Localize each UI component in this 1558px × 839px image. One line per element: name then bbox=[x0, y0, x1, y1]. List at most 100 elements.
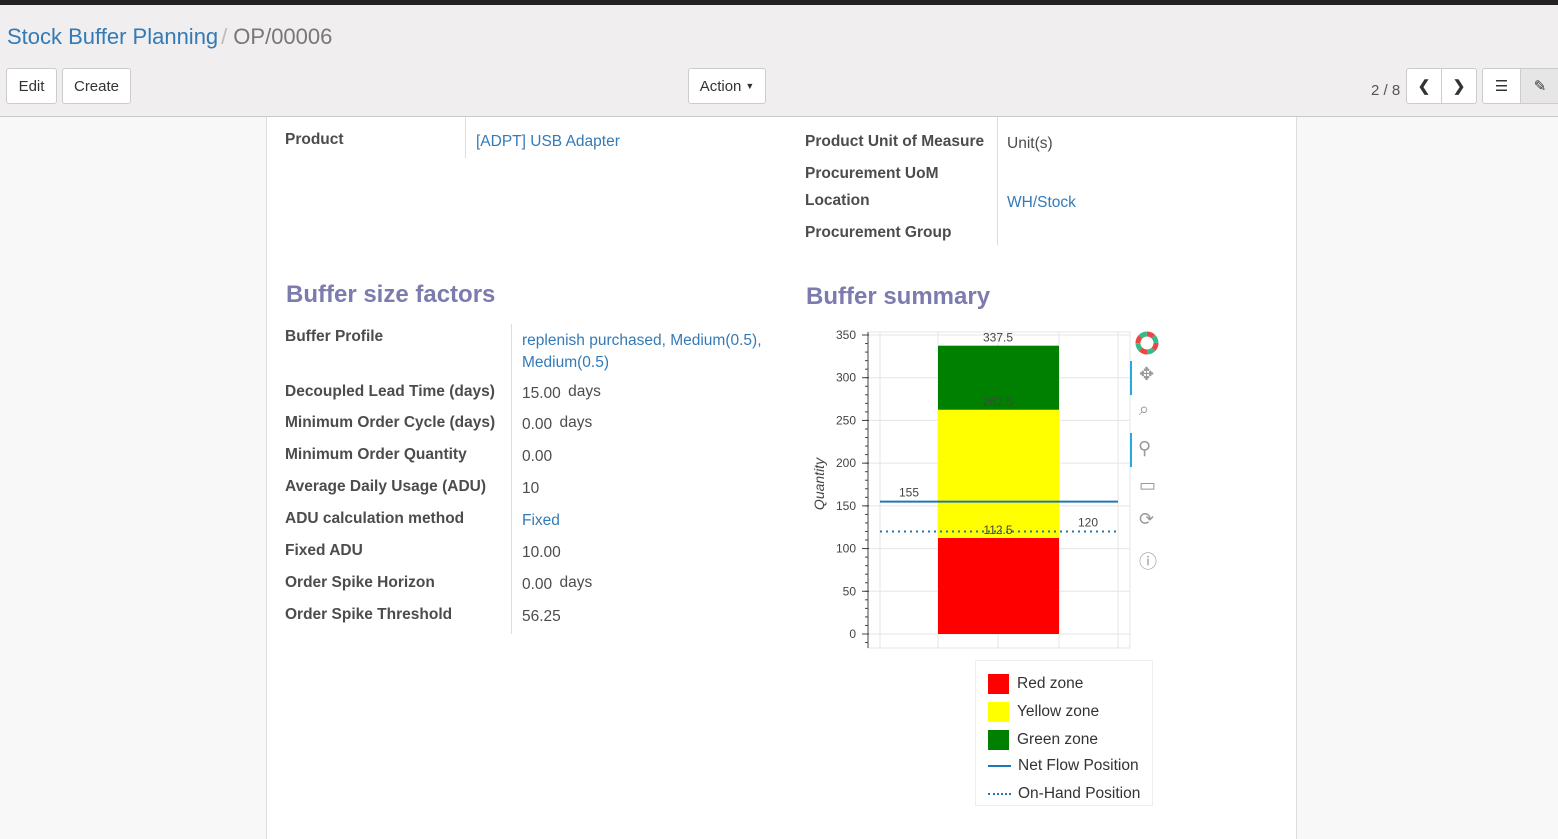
edit-form-icon: ✎ bbox=[1533, 78, 1547, 95]
field-label: Minimum Order Quantity bbox=[285, 446, 467, 463]
legend-item-red: Red zone bbox=[988, 674, 1083, 694]
create-button[interactable]: Create bbox=[62, 68, 131, 104]
active-tool-indicator bbox=[1130, 361, 1132, 395]
action-dropdown[interactable]: Action ▼ bbox=[688, 68, 766, 104]
bar-yellow-zone bbox=[938, 409, 1059, 538]
legend-item-on-hand: On-Hand Position bbox=[988, 785, 1140, 803]
field-label-procurement-uom: Procurement UoM bbox=[805, 165, 939, 182]
line-data-label: 120 bbox=[1078, 515, 1098, 529]
bar-data-label: 112.5 bbox=[983, 523, 1012, 537]
value-text: 15.00 bbox=[522, 385, 561, 402]
value-text: 0.00 bbox=[522, 576, 553, 593]
y-tick-label: 200 bbox=[836, 456, 856, 470]
value-text: 0.00 bbox=[522, 448, 553, 465]
field-label: Order Spike Horizon bbox=[285, 574, 435, 591]
y-tick-label: 50 bbox=[843, 584, 857, 598]
location-link[interactable]: WH/Stock bbox=[1007, 194, 1076, 211]
breadcrumb-parent[interactable]: Stock Buffer Planning bbox=[7, 24, 219, 49]
save-icon[interactable]: ▭ bbox=[1139, 475, 1157, 495]
bar-data-label: 262.5 bbox=[983, 395, 1013, 409]
field-label-product: Product bbox=[285, 131, 344, 148]
field-label: ADU calculation method bbox=[285, 510, 465, 527]
y-tick-label: 350 bbox=[836, 328, 856, 342]
action-label: Action bbox=[699, 77, 742, 95]
y-tick-label: 250 bbox=[836, 413, 856, 427]
help-icon[interactable]: ⓘ bbox=[1139, 552, 1157, 572]
red-swatch bbox=[988, 674, 1009, 694]
value-text: 0.00 bbox=[522, 416, 553, 433]
solid-line-swatch bbox=[988, 765, 1011, 767]
legend-label: Green zone bbox=[1017, 731, 1098, 748]
buffer-chart: 0 50 100 150 200 250 300 350 Quantity 112.5 262.5 3… bbox=[811, 328, 1131, 649]
edit-button[interactable]: Edit bbox=[6, 68, 57, 104]
pager-next-button[interactable]: ❯ bbox=[1441, 68, 1477, 104]
divider bbox=[511, 324, 512, 634]
unit-text: days bbox=[568, 383, 601, 400]
field-label: Average Daily Usage (ADU) bbox=[285, 478, 486, 495]
field-label-uom: Product Unit of Measure bbox=[805, 133, 985, 150]
field-value: 15.00 days bbox=[522, 383, 601, 403]
caret-down-icon: ▼ bbox=[745, 81, 755, 91]
unit-text: days bbox=[559, 414, 593, 431]
bokeh-logo-icon[interactable] bbox=[1134, 330, 1160, 361]
green-swatch bbox=[988, 730, 1009, 750]
value-text: 56.25 bbox=[522, 608, 561, 625]
pan-icon[interactable]: ✥ bbox=[1139, 364, 1155, 384]
bar-green-zone bbox=[938, 345, 1059, 410]
y-tick-label: 150 bbox=[836, 499, 856, 513]
field-value: 0.00 days bbox=[522, 414, 593, 434]
legend-label: On-Hand Position bbox=[1018, 785, 1141, 802]
unit-text: days bbox=[559, 574, 593, 591]
form-view-button[interactable]: ✎ bbox=[1520, 68, 1558, 104]
breadcrumb-current: OP/00006 bbox=[233, 24, 333, 49]
field-value: 56.25 bbox=[522, 608, 564, 626]
field-value: 10 bbox=[522, 480, 542, 498]
value-text: 10 bbox=[522, 480, 540, 497]
pager-value: 2 / 8 bbox=[1371, 82, 1401, 99]
field-label: Order Spike Threshold bbox=[285, 606, 453, 623]
divider bbox=[997, 117, 998, 245]
legend-label: Yellow zone bbox=[1017, 703, 1100, 720]
value-text: Fixed bbox=[522, 512, 560, 529]
field-value: Fixed bbox=[522, 512, 563, 530]
legend-item-net-flow: Net Flow Position bbox=[988, 757, 1139, 775]
chevron-left-icon: ❮ bbox=[1417, 78, 1431, 95]
top-bar bbox=[0, 0, 1558, 5]
buffer-profile-link[interactable]: replenish purchased, Medium(0.5), Medium… bbox=[522, 332, 762, 371]
bar-data-label: 337.5 bbox=[983, 331, 1013, 345]
divider bbox=[465, 117, 466, 158]
buffer-summary-title: Buffer summary bbox=[806, 283, 991, 310]
box-zoom-icon[interactable]: ⌕ bbox=[1139, 399, 1150, 419]
list-icon: ☰ bbox=[1494, 78, 1509, 95]
control-panel: Stock Buffer Planning / OP/00006 Edit Crea… bbox=[0, 5, 1558, 117]
yellow-swatch bbox=[988, 702, 1009, 722]
field-label: Buffer Profile bbox=[285, 328, 384, 345]
field-label-procurement-group: Procurement Group bbox=[805, 224, 952, 241]
legend-item-green: Green zone bbox=[988, 730, 1098, 750]
uom-value: Unit(s) bbox=[1007, 135, 1053, 152]
field-label: Fixed ADU bbox=[285, 542, 363, 559]
legend-label: Net Flow Position bbox=[1018, 757, 1139, 774]
y-axis-label: Quantity bbox=[811, 457, 827, 510]
legend-label: Red zone bbox=[1017, 675, 1084, 692]
y-tick-label: 100 bbox=[836, 542, 856, 556]
wheel-zoom-icon[interactable]: ⚲ bbox=[1138, 438, 1152, 458]
breadcrumb: Stock Buffer Planning / OP/00006 bbox=[7, 24, 333, 49]
field-value: 0.00 days bbox=[522, 574, 593, 594]
bar-red-zone bbox=[938, 537, 1059, 634]
legend-item-yellow: Yellow zone bbox=[988, 702, 1099, 722]
field-value: 10.00 bbox=[522, 544, 564, 562]
pager-previous-button[interactable]: ❮ bbox=[1406, 68, 1442, 104]
dotted-line-swatch bbox=[988, 793, 1011, 795]
reset-icon[interactable]: ⟳ bbox=[1139, 509, 1155, 529]
list-view-button[interactable]: ☰ bbox=[1482, 68, 1521, 104]
field-label: Minimum Order Cycle (days) bbox=[285, 414, 496, 431]
field-label: Decoupled Lead Time (days) bbox=[285, 383, 495, 400]
y-tick-label: 0 bbox=[849, 627, 856, 641]
y-tick-label: 300 bbox=[836, 371, 856, 385]
product-link[interactable]: [ADPT] USB Adapter bbox=[476, 133, 620, 150]
chevron-right-icon: ❯ bbox=[1452, 78, 1466, 95]
value-text: 10.00 bbox=[522, 544, 561, 561]
chart-legend: Red zone Yellow zone Green zone Net Flow… bbox=[975, 660, 1153, 806]
line-data-label: 155 bbox=[899, 486, 919, 500]
